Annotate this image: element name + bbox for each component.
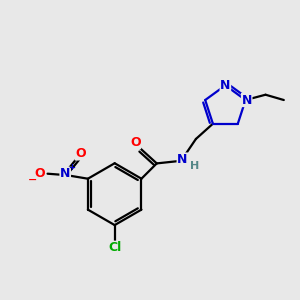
Text: O: O bbox=[130, 136, 141, 149]
Text: N: N bbox=[220, 79, 230, 92]
Text: N: N bbox=[242, 94, 252, 106]
Text: N: N bbox=[177, 153, 188, 166]
Text: −: − bbox=[28, 175, 37, 185]
Text: Cl: Cl bbox=[108, 241, 121, 254]
Text: O: O bbox=[75, 147, 86, 160]
Text: +: + bbox=[68, 163, 76, 172]
Text: H: H bbox=[190, 161, 199, 171]
Text: O: O bbox=[34, 167, 45, 180]
Text: N: N bbox=[60, 167, 70, 180]
